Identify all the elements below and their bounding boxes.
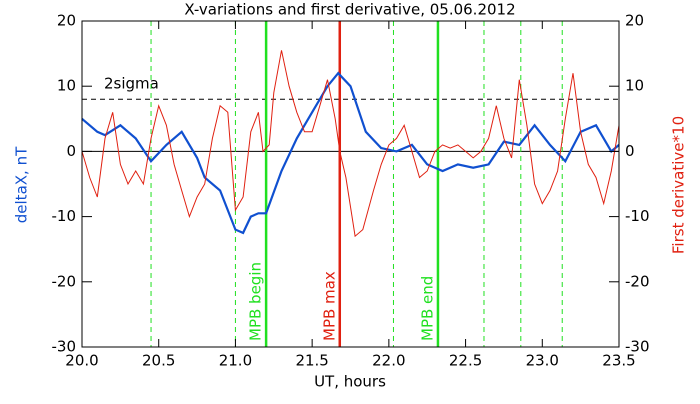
y2-tick-label: 10: [625, 77, 644, 95]
y-tick-label: 10: [57, 77, 76, 95]
y2-axis-label: First derivative*10: [670, 116, 688, 254]
y-tick-label: -20: [52, 272, 77, 290]
x-tick-label: 22.5: [449, 352, 482, 370]
x-tick-label: 21.0: [219, 352, 252, 370]
marker-label: MPB end: [418, 276, 436, 341]
y-tick-label: -30: [52, 338, 77, 356]
x-tick-label: 20.0: [65, 352, 98, 370]
y-tick-label: 20: [57, 12, 76, 30]
reference-label: 2sigma: [104, 75, 159, 93]
x-axis-label: UT, hours: [314, 373, 386, 391]
y2-tick-label: -10: [625, 207, 650, 225]
y-tick-label: 0: [66, 142, 76, 160]
marker-label: MPB max: [320, 271, 338, 341]
data-line: [81, 50, 620, 238]
y2-tick-label: 20: [625, 12, 644, 30]
x-tick-label: 21.5: [295, 352, 328, 370]
marker-label: MPB begin: [247, 262, 265, 341]
y2-tick-label: 0: [625, 142, 635, 160]
plot-frame: [81, 20, 620, 348]
chart-title: X-variations and first derivative, 05.06…: [184, 1, 515, 19]
y-axis-label: deltaX, nT: [13, 146, 31, 223]
y2-tick-label: -20: [625, 272, 650, 290]
data-line: [81, 71, 620, 235]
x-tick-label: 23.0: [526, 352, 559, 370]
y-tick-label: -10: [52, 207, 77, 225]
y2-tick-label: -30: [625, 338, 650, 356]
x-tick-label: 22.0: [372, 352, 405, 370]
x-tick-label: 23.5: [602, 352, 635, 370]
x-tick-label: 20.5: [142, 352, 175, 370]
